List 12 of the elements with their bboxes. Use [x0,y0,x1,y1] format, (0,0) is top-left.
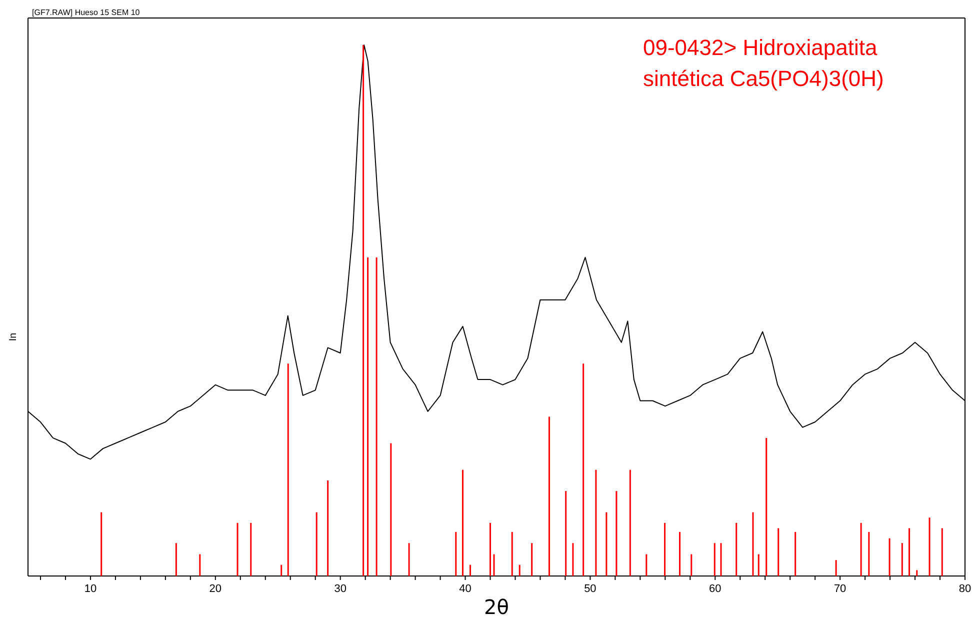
y-axis-title: In [8,332,19,342]
x-tick-label: 30 [334,583,346,595]
x-axis-title: 2θ [484,595,509,619]
x-tick-label: 50 [584,583,596,595]
x-tick-label: 60 [709,583,722,595]
x-tick-label: 40 [459,583,472,595]
x-tick-label: 70 [834,583,846,595]
text: 09-0432> Hidroxiapatita sintética Ca5(PO4)3(0H) [643,35,884,91]
x-tick-label: 10 [84,583,97,595]
chart-title: [GF7.RAW] Hueso 15 SEM 10 [32,8,140,17]
x-tick-label: 20 [209,583,222,595]
x-tick-label: 80 [958,583,972,595]
